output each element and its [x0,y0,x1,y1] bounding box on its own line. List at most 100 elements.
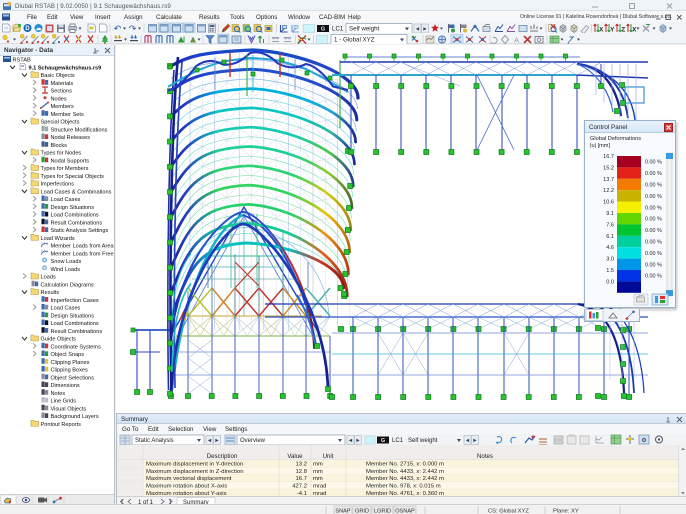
svg-text:LC1: LC1 [392,438,404,444]
svg-text:0.00 %: 0.00 % [645,251,662,257]
svg-text:LGRID: LGRID [374,509,391,514]
svg-text:Value: Value [287,453,303,460]
svg-text:Special Objects: Special Objects [41,120,80,126]
svg-text:↶: ↶ [114,24,122,34]
svg-text:16.7: 16.7 [603,154,614,160]
svg-text:Object Selections: Object Selections [51,375,95,381]
svg-text:↷: ↷ [129,24,137,34]
svg-text:Load Combinations: Load Combinations [51,213,99,219]
svg-text:G: G [381,438,385,444]
svg-text:12.2: 12.2 [603,188,614,194]
svg-text:G: G [321,27,325,33]
svg-text:►: ► [472,438,477,444]
svg-text:Unit: Unit [323,453,334,460]
svg-text:Coordinate Systems: Coordinate Systems [51,344,102,350]
svg-text:3.0: 3.0 [606,257,614,263]
svg-text:Plane: XY: Plane: XY [553,509,579,514]
svg-text:Background Layers: Background Layers [51,414,99,420]
svg-text:◄: ◄ [465,438,470,444]
svg-text:☁: ☁ [36,26,42,32]
svg-text:mrad: mrad [313,491,326,497]
svg-text:9.1 Schaugewächshaus.rs9: 9.1 Schaugewächshaus.rs9 [29,65,102,71]
svg-text:Dimensions: Dimensions [51,383,80,389]
svg-text:Member Loads from Free Line Lo: Member Loads from Free Line Load [51,251,115,257]
svg-text:Member Sets: Member Sets [51,112,84,118]
svg-text:►: ► [214,438,219,444]
svg-text:0.00 %: 0.00 % [645,160,662,166]
svg-text:◄: ◄ [415,27,420,33]
svg-text:Member Loads from Area Load: Member Loads from Area Load [51,244,115,250]
svg-text:◄: ◄ [348,438,353,444]
svg-text:Overview: Overview [240,438,266,444]
svg-text:7.6: 7.6 [606,222,614,228]
svg-text:Notes: Notes [477,453,493,460]
svg-text:Types for Special Objects: Types for Special Objects [41,174,105,180]
svg-text:Sections: Sections [51,89,73,95]
svg-text:Blocks: Blocks [51,143,68,149]
svg-text:0.00 %: 0.00 % [645,262,662,268]
svg-text:Maximum displacement in Y-dire: Maximum displacement in Y-direction [146,462,243,468]
svg-text:10.6: 10.6 [603,200,614,206]
svg-text:Member No. 2715, x: 0.000 m: Member No. 2715, x: 0.000 m [366,462,444,468]
svg-text:◄: ◄ [207,438,212,444]
svg-text:Types for Nodes: Types for Nodes [41,151,82,157]
svg-text:mm: mm [313,462,323,468]
svg-text:Load Wizards: Load Wizards [41,236,75,242]
svg-text:427.2: 427.2 [292,484,307,490]
svg-text:9.1: 9.1 [606,211,614,217]
svg-text:mm: mm [313,476,323,482]
svg-text:0.00 %: 0.00 % [645,205,662,211]
svg-text:Design Situations: Design Situations [51,205,95,211]
svg-text:Imperfection Cases: Imperfection Cases [51,298,99,304]
svg-text:►: ► [422,27,427,33]
svg-text:Member No. 4433, x: 2.442 m: Member No. 4433, x: 2.442 m [366,476,444,482]
svg-text:Materials: Materials [51,81,74,87]
svg-text:Load Cases: Load Cases [51,197,81,203]
svg-text:0.00 %: 0.00 % [645,274,662,280]
svg-text:Clipping Planes: Clipping Planes [51,360,90,366]
svg-text:15.2: 15.2 [603,165,614,171]
svg-text:A: A [514,36,519,45]
svg-text:Member No. 978, x: 0.015 m: Member No. 978, x: 0.015 m [366,484,441,490]
svg-text:0.00 %: 0.00 % [645,228,662,234]
svg-text:1.5: 1.5 [606,268,614,274]
svg-text:X: X [632,28,636,34]
svg-text:CS: Global XYZ: CS: Global XYZ [488,509,529,514]
svg-text:Load Cases & Combinations: Load Cases & Combinations [41,189,112,195]
svg-text:12.8: 12.8 [296,469,308,475]
svg-text:16.7: 16.7 [296,476,307,482]
svg-text:0.00 %: 0.00 % [645,240,662,246]
svg-text:Static Analysis Settings: Static Analysis Settings [51,228,109,234]
svg-text:D: D [25,26,30,32]
svg-text:Nodal Releases: Nodal Releases [51,135,91,141]
svg-text:LC1: LC1 [332,26,344,33]
svg-text:Summary: Summary [183,500,209,506]
svg-text:Results: Results [41,290,60,296]
svg-text:Description: Description [207,453,237,460]
svg-text:Structure Modifications: Structure Modifications [51,127,108,133]
svg-text:Imperfections: Imperfections [41,182,75,188]
svg-text:Y: Y [610,28,614,34]
svg-text:Calculation Diagrams: Calculation Diagrams [41,282,94,288]
svg-text:Maximum rotation about Y-axis: Maximum rotation about Y-axis [146,491,227,497]
svg-text:1 - Global XYZ: 1 - Global XYZ [334,37,375,44]
svg-text:RSTAB: RSTAB [13,58,32,64]
svg-text:Self weight: Self weight [408,438,438,444]
svg-text:Design Situations: Design Situations [51,313,95,319]
svg-text:Wind Loads: Wind Loads [51,267,81,273]
svg-text:0.00 %: 0.00 % [645,183,662,189]
svg-text:-4.1: -4.1 [297,491,307,497]
svg-text:Snow Loads: Snow Loads [51,259,82,265]
svg-text:Types for Members: Types for Members [41,166,89,172]
svg-text:Notes: Notes [51,391,66,397]
svg-text:mrad: mrad [313,484,326,490]
svg-text:0.0: 0.0 [606,279,614,285]
svg-text:4.6: 4.6 [606,245,614,251]
svg-text:Load Cases: Load Cases [51,306,81,312]
svg-text:Z: Z [621,28,625,34]
svg-text:13.2: 13.2 [296,462,307,468]
svg-text:0.00 %: 0.00 % [645,171,662,177]
svg-text:1 of 1: 1 of 1 [138,500,154,506]
svg-text:Maximum displacement in Z-dire: Maximum displacement in Z-direction [146,469,244,475]
svg-text:Result Combinations: Result Combinations [51,220,103,226]
